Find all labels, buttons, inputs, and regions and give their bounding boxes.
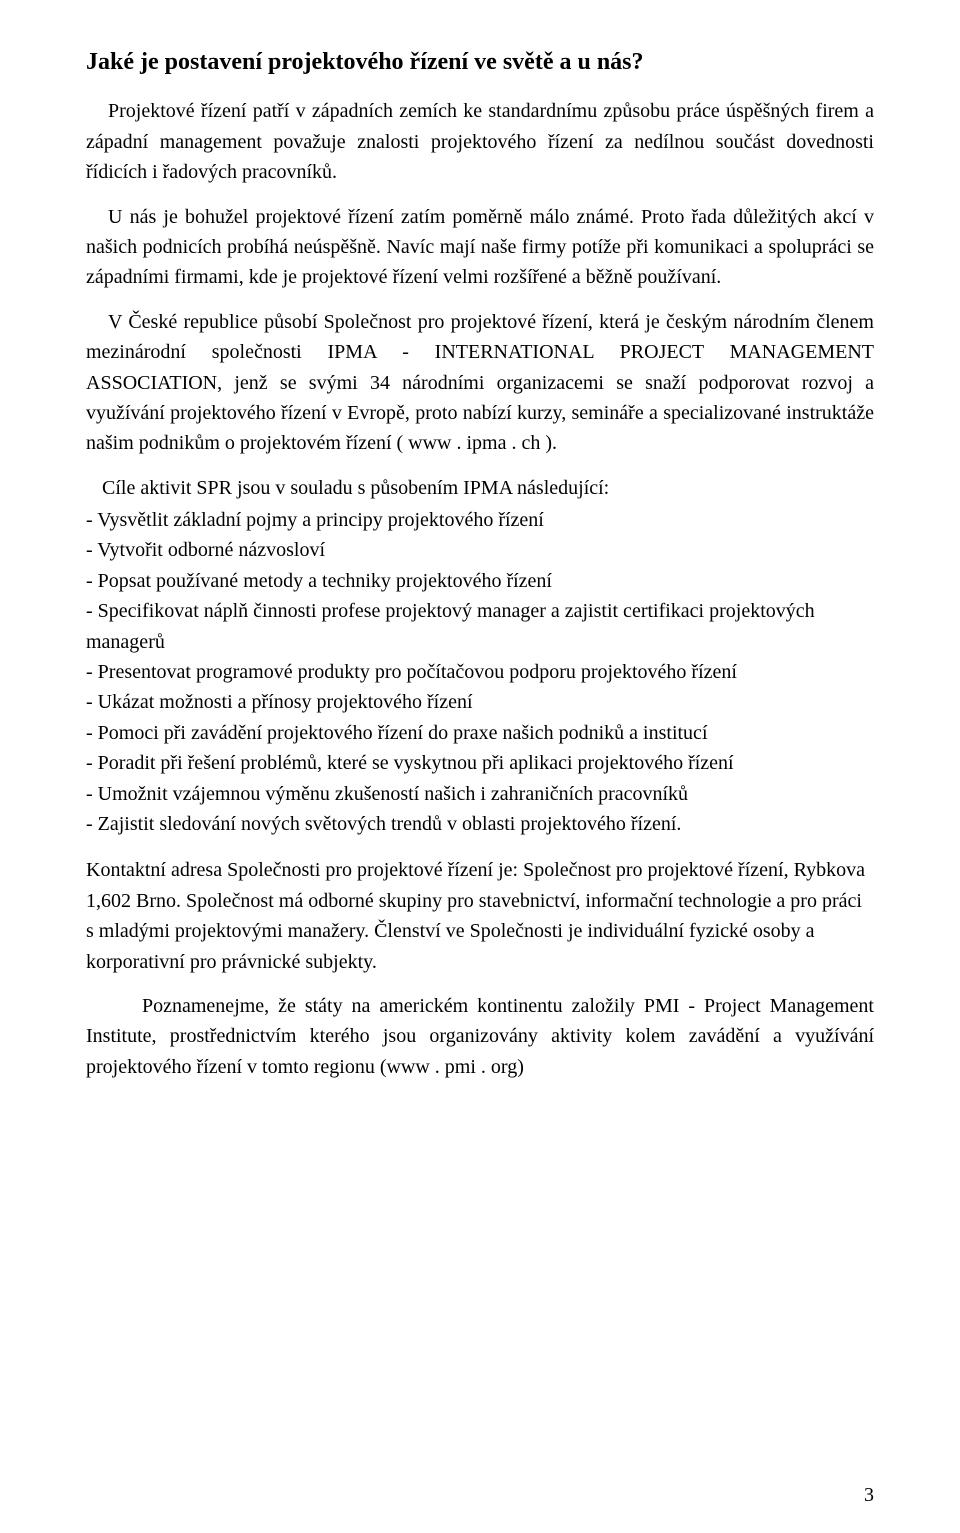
- document-page: Jaké je postavení projektového řízení ve…: [0, 0, 960, 1533]
- goals-block: Cíle aktivit SPR jsou v souladu s působe…: [86, 473, 874, 840]
- goals-intro: Cíle aktivit SPR jsou v souladu s působe…: [86, 473, 874, 503]
- goal-item: - Umožnit vzájemnou výměnu zkušeností na…: [86, 779, 874, 809]
- goal-item: - Specifikovat náplň činnosti profese pr…: [86, 596, 874, 657]
- goal-item: - Vytvořit odborné názvosloví: [86, 535, 874, 565]
- goal-item: - Pomoci při zavádění projektového řízen…: [86, 718, 874, 748]
- paragraph-2: U nás je bohužel projektové řízení zatím…: [86, 202, 874, 293]
- page-heading: Jaké je postavení projektového řízení ve…: [86, 46, 874, 78]
- page-number: 3: [864, 1484, 874, 1507]
- goal-item: - Ukázat možnosti a přínosy projektového…: [86, 687, 874, 717]
- paragraph-3: V České republice působí Společnost pro …: [86, 307, 874, 459]
- goal-item: - Zajistit sledování nových světových tr…: [86, 809, 874, 839]
- goal-item: - Popsat používané metody a techniky pro…: [86, 566, 874, 596]
- paragraph-4: Kontaktní adresa Společnosti pro projekt…: [86, 855, 874, 977]
- goal-item: - Presentovat programové produkty pro po…: [86, 657, 874, 687]
- paragraph-5: Poznamenejme, že státy na americkém kont…: [86, 991, 874, 1082]
- goal-item: - Vysvětlit základní pojmy a principy pr…: [86, 505, 874, 535]
- goal-item: - Poradit při řešení problémů, které se …: [86, 748, 874, 778]
- paragraph-1: Projektové řízení patří v západních zemí…: [86, 96, 874, 187]
